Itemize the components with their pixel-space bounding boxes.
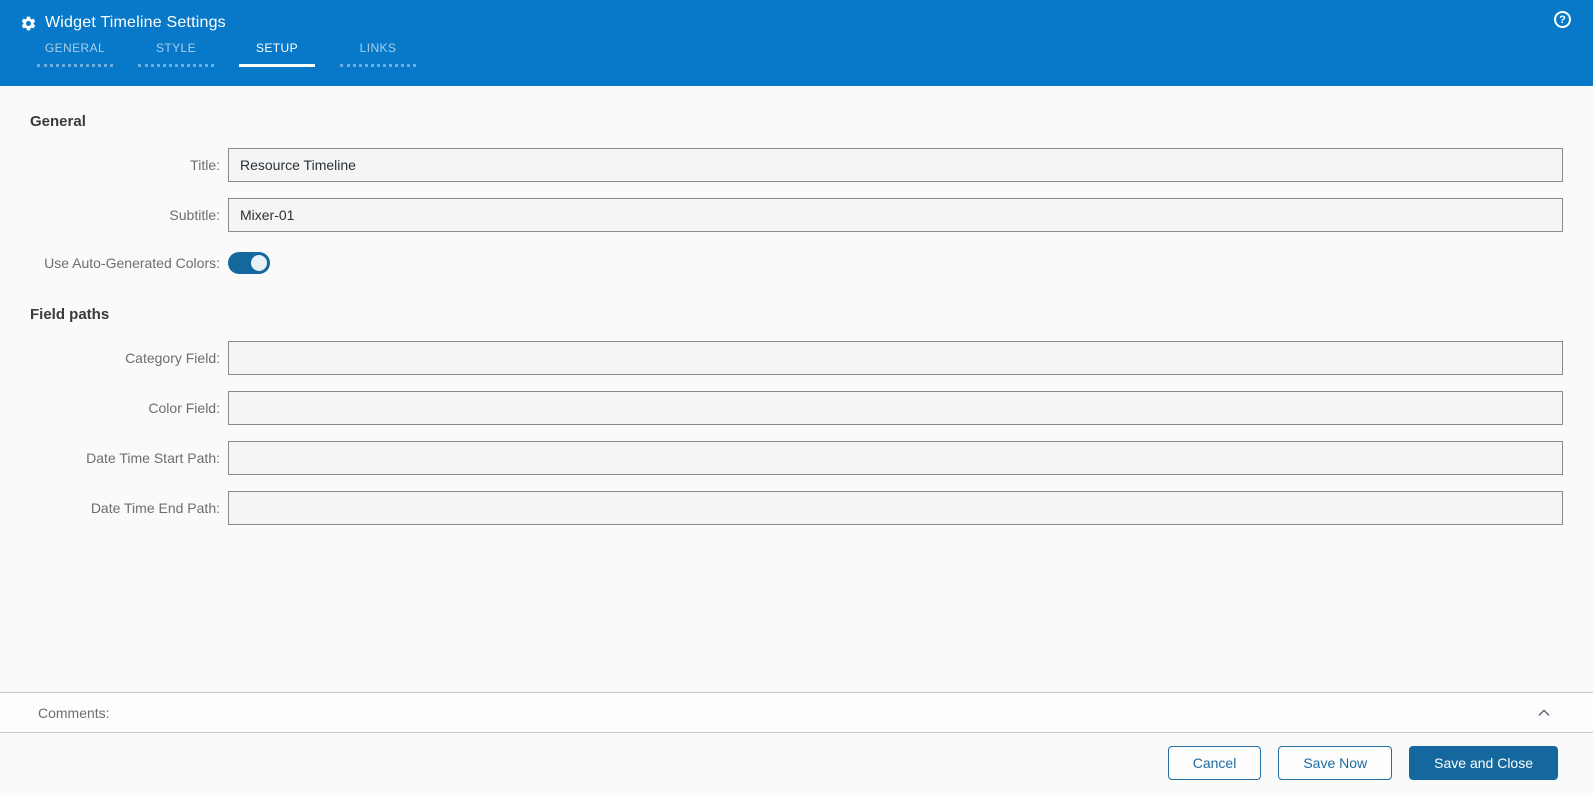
settings-content: General Title: Subtitle: Use Auto-Genera… xyxy=(0,86,1593,692)
chevron-up-icon[interactable] xyxy=(1535,704,1553,722)
subtitle-input[interactable] xyxy=(228,198,1563,232)
dialog-title: Widget Timeline Settings xyxy=(45,14,226,31)
title-input[interactable] xyxy=(228,148,1563,182)
title-row: Title: xyxy=(30,148,1563,182)
datetime-start-row: Date Time Start Path: xyxy=(30,441,1563,475)
datetime-end-input[interactable] xyxy=(228,491,1563,525)
tab-style[interactable]: STYLE xyxy=(138,41,214,67)
gear-icon xyxy=(20,15,37,32)
datetime-end-row: Date Time End Path: xyxy=(30,491,1563,525)
tab-links[interactable]: LINKS xyxy=(340,41,416,67)
save-now-button[interactable]: Save Now xyxy=(1278,746,1393,780)
comments-label: Comments: xyxy=(38,704,110,721)
toggle-knob xyxy=(251,255,267,271)
color-field-input[interactable] xyxy=(228,391,1563,425)
tab-setup[interactable]: SETUP xyxy=(239,41,315,67)
datetime-start-label: Date Time Start Path: xyxy=(86,450,220,466)
dialog-footer: Cancel Save Now Save and Close xyxy=(0,733,1593,793)
subtitle-label: Subtitle: xyxy=(169,207,220,223)
field-paths-section-heading: Field paths xyxy=(30,306,110,323)
datetime-start-input[interactable] xyxy=(228,441,1563,475)
tab-bar: GENERAL STYLE SETUP LINKS xyxy=(37,41,1593,67)
comments-bar: Comments: xyxy=(0,692,1593,733)
cancel-button[interactable]: Cancel xyxy=(1167,746,1262,780)
tab-general[interactable]: GENERAL xyxy=(37,41,113,67)
help-icon[interactable]: ? xyxy=(1554,11,1571,28)
save-and-close-button[interactable]: Save and Close xyxy=(1409,746,1558,780)
auto-colors-label: Use Auto-Generated Colors: xyxy=(44,255,220,271)
color-field-row: Color Field: xyxy=(30,391,1563,425)
title-label: Title: xyxy=(190,157,220,173)
category-field-label: Category Field: xyxy=(125,350,220,366)
category-field-input[interactable] xyxy=(228,341,1563,375)
subtitle-row: Subtitle: xyxy=(30,198,1563,232)
auto-colors-toggle[interactable] xyxy=(228,252,270,274)
category-field-row: Category Field: xyxy=(30,341,1563,375)
dialog-header: Widget Timeline Settings ? GENERAL STYLE… xyxy=(0,0,1593,86)
auto-colors-row: Use Auto-Generated Colors: xyxy=(30,252,1563,274)
general-section-heading: General xyxy=(30,113,86,130)
color-field-label: Color Field: xyxy=(148,400,220,416)
header-title-row: Widget Timeline Settings xyxy=(0,0,1593,34)
datetime-end-label: Date Time End Path: xyxy=(90,500,220,516)
